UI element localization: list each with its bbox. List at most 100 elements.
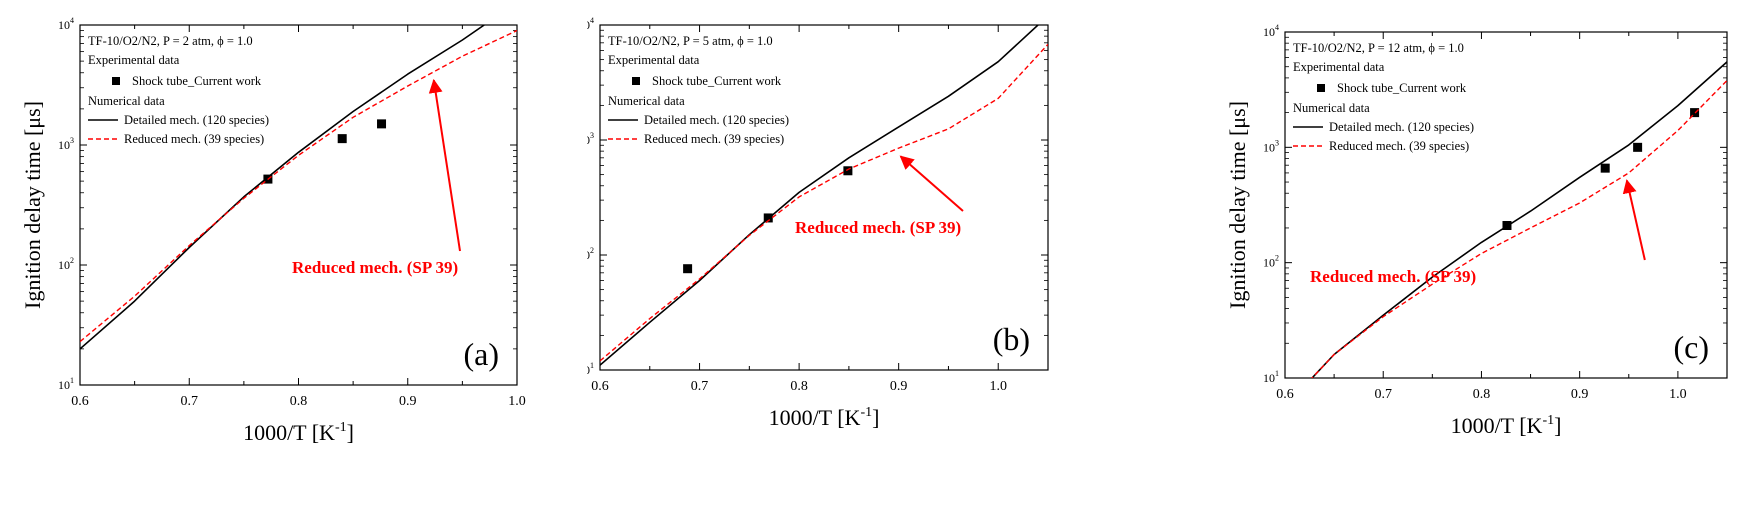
- y-tick-exponent: 3: [1275, 138, 1279, 147]
- legend: TF-10/O2/N2, P = 5 atm, ϕ = 1.0 Experimen…: [608, 34, 789, 146]
- y-tick-label: 104: [58, 16, 74, 32]
- y-tick-exponent: 4: [1275, 23, 1279, 32]
- plot-area: [1310, 61, 1727, 378]
- x-tick-label: 0.7: [691, 379, 709, 394]
- y-tick-exponent: 1: [70, 376, 74, 385]
- annotation-arrow: [899, 155, 964, 212]
- y-tick-exponent: 3: [590, 131, 594, 140]
- legend: TF-10/O2/N2, P = 12 atm, ϕ = 1.0 Experime…: [1293, 41, 1474, 153]
- plot-area: [600, 25, 1048, 366]
- legend-entry-reduced: Reduced mech. (39 species): [124, 132, 264, 146]
- annotation-label: Reduced mech. (SP 39): [1310, 267, 1476, 286]
- x-tick-label: 1.0: [508, 394, 526, 409]
- x-axis-label-exponent: -1: [860, 405, 872, 420]
- legend-entry-reduced: Reduced mech. (39 species): [1329, 139, 1469, 153]
- y-axis-label: Ignition delay time [μs]: [20, 101, 45, 309]
- y-tick-label: 102: [1263, 254, 1279, 270]
- y-tick-label: 101: [58, 376, 74, 392]
- chart-panel-a: 0.6 0.7 0.8 0.9 1.0 101 102 103 104 1000/T [K-1] I…: [20, 16, 526, 445]
- reduced-mech-line: [80, 29, 517, 343]
- y-tick-label: 102: [58, 256, 74, 272]
- legend-num-header: Numerical data: [1293, 101, 1370, 115]
- detailed-mech-line: [1310, 61, 1727, 378]
- chart-panel-c: 0.6 0.7 0.8 0.9 1.0 101 102 103 104 1000/T [K-1] I…: [1225, 23, 1728, 438]
- y-tick-label: 104: [1263, 23, 1279, 39]
- detailed-mech-line: [80, 25, 485, 350]
- experiment-point: [1600, 163, 1610, 173]
- x-axis-label: 1000/T [K-1]: [769, 405, 880, 430]
- x-axis-label-end: ]: [347, 420, 354, 445]
- x-axis-label: 1000/T [K-1]: [243, 420, 354, 445]
- y-tick-label: 101: [1263, 369, 1279, 385]
- annotation-arrow: [428, 78, 461, 252]
- y-axis-label: Ignition delay time [μs]: [1225, 101, 1250, 309]
- y-tick-label: 104: [587, 16, 594, 32]
- x-tick-label: 0.7: [181, 394, 199, 409]
- annotation-label: Reduced mech. (SP 39): [292, 258, 458, 277]
- annotation-label: Reduced mech. (SP 39): [795, 218, 961, 237]
- legend-entry-experiment: Shock tube_Current work: [652, 74, 782, 88]
- y-tick-exponent: 2: [70, 256, 74, 265]
- legend: TF-10/O2/N2, P = 2 atm, ϕ = 1.0 Experimen…: [88, 34, 269, 146]
- x-axis-label-end: ]: [1554, 413, 1561, 438]
- legend-exp-header: Experimental data: [1293, 60, 1385, 74]
- legend-title: TF-10/O2/N2, P = 2 atm, ϕ = 1.0: [88, 34, 253, 48]
- plot-frame: [599, 24, 1049, 371]
- y-tick-exponent: 4: [70, 16, 74, 25]
- x-axis-label-end: ]: [872, 405, 879, 430]
- panel-label: (c): [1673, 329, 1709, 365]
- y-tick-exponent: 4: [590, 16, 594, 25]
- x-tick-label: 1.0: [1669, 387, 1687, 402]
- y-tick-label: 103: [58, 136, 74, 152]
- legend-square-marker: [632, 77, 640, 85]
- legend-square-marker: [1317, 84, 1325, 92]
- x-tick-label: 0.6: [591, 379, 609, 394]
- reduced-mech-line: [1311, 80, 1727, 378]
- legend-entry-reduced: Reduced mech. (39 species): [644, 132, 784, 146]
- panel-label: (a): [463, 336, 499, 372]
- y-tick-label: 103: [587, 131, 594, 147]
- x-tick-label: 0.9: [890, 379, 908, 394]
- legend-entry-detailed: Detailed mech. (120 species): [644, 113, 789, 127]
- plot-frame: [1284, 31, 1728, 379]
- legend-square-marker: [112, 77, 120, 85]
- legend-num-header: Numerical data: [88, 94, 165, 108]
- x-tick-label: 0.9: [399, 394, 417, 409]
- x-axis-label-exponent: -1: [335, 420, 347, 435]
- experiment-point: [683, 264, 693, 274]
- legend-entry-experiment: Shock tube_Current work: [1337, 81, 1467, 95]
- x-axis-label: 1000/T [K-1]: [1451, 413, 1562, 438]
- x-tick-label: 0.8: [1473, 387, 1491, 402]
- legend-exp-header: Experimental data: [608, 53, 700, 67]
- legend-entry-experiment: Shock tube_Current work: [132, 74, 262, 88]
- y-tick-exponent: 2: [590, 246, 594, 255]
- x-tick-label: 0.7: [1374, 387, 1392, 402]
- x-tick-label: 1.0: [989, 379, 1007, 394]
- legend-num-header: Numerical data: [608, 94, 685, 108]
- legend-title: TF-10/O2/N2, P = 12 atm, ϕ = 1.0: [1293, 41, 1464, 55]
- y-tick-exponent: 1: [590, 361, 594, 370]
- legend-title: TF-10/O2/N2, P = 5 atm, ϕ = 1.0: [608, 34, 773, 48]
- x-tick-label: 0.6: [1276, 387, 1294, 402]
- legend-entry-detailed: Detailed mech. (120 species): [1329, 120, 1474, 134]
- x-tick-label: 0.8: [290, 394, 308, 409]
- y-tick-exponent: 2: [1275, 254, 1279, 263]
- x-tick-label: 0.8: [790, 379, 808, 394]
- plot-area: [80, 25, 517, 350]
- experiment-point: [1633, 142, 1643, 152]
- annotation-arrow: [1622, 179, 1646, 261]
- y-tick-label: 103: [1263, 138, 1279, 154]
- y-tick-exponent: 1: [1275, 369, 1279, 378]
- x-axis-label-exponent: -1: [1542, 413, 1554, 428]
- legend-entry-detailed: Detailed mech. (120 species): [124, 113, 269, 127]
- panel-label: (b): [993, 321, 1030, 357]
- y-tick-label: 102: [587, 246, 594, 262]
- x-tick-label: 0.9: [1571, 387, 1589, 402]
- legend-exp-header: Experimental data: [88, 53, 180, 67]
- experiment-point: [337, 134, 347, 144]
- y-tick-label: 101: [587, 361, 594, 377]
- reduced-mech-line: [600, 43, 1048, 362]
- experiment-point: [377, 119, 387, 129]
- experiment-point: [1690, 108, 1700, 118]
